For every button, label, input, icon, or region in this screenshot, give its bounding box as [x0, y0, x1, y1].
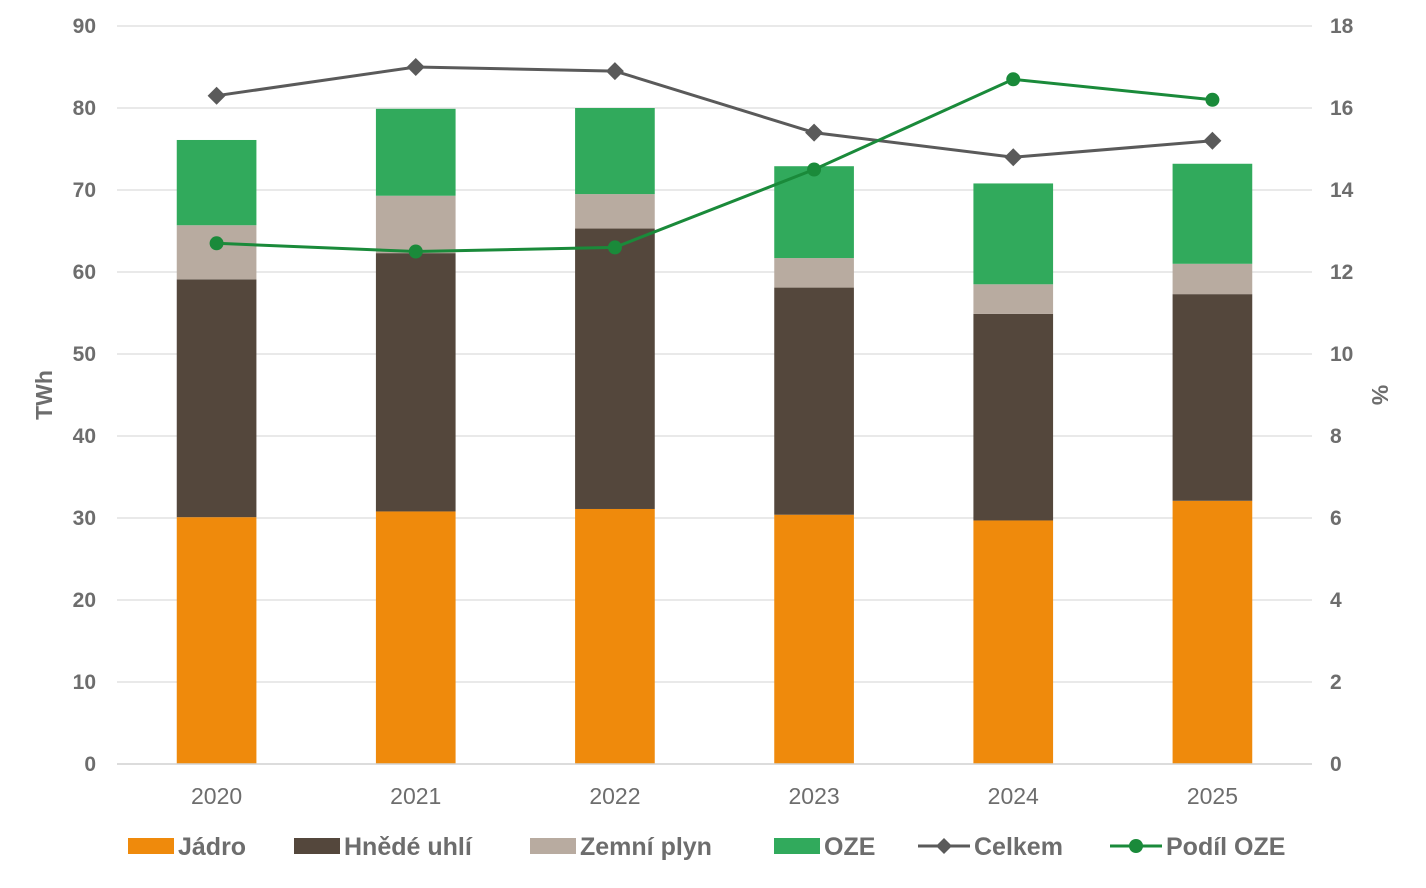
y2-tick-label: 6	[1330, 507, 1342, 530]
legend: Jádro Hnědé uhlí Zemní plyn OZE Celkem Podíl …	[128, 833, 1285, 861]
bar-segment	[1172, 263, 1253, 295]
line-marker	[807, 162, 822, 177]
x-tick-label: 2021	[390, 783, 441, 809]
line-marker	[805, 123, 824, 142]
series-line	[216, 77, 1213, 254]
line-marker	[209, 236, 224, 251]
y-tick-label: 30	[73, 507, 96, 530]
axes: 0 10 20 30 40 50 60 70 80 90 0 2 4 6 8 10 12 14 16 18 2020 20…	[73, 15, 1354, 809]
bar-segment	[176, 279, 257, 518]
legend-swatch	[294, 838, 340, 854]
y2-tick-label: 14	[1330, 179, 1354, 202]
series-line	[216, 65, 1213, 159]
y2-tick-label: 8	[1330, 425, 1342, 448]
legend-label: Zemní plyn	[580, 833, 712, 861]
x-tick-label: 2023	[788, 783, 839, 809]
bar-segment	[774, 258, 854, 288]
y-tick-label: 20	[73, 589, 96, 612]
lines	[207, 58, 1222, 259]
bar-segment	[375, 511, 456, 764]
y-tick-label: 50	[73, 343, 96, 366]
bar-segment	[774, 166, 854, 259]
y-tick-label: 10	[73, 671, 96, 694]
bar-segment	[575, 108, 655, 195]
gridlines	[117, 25, 1312, 765]
line-marker	[1205, 92, 1220, 107]
y-tick-label: 70	[73, 179, 96, 202]
y2-tick-label: 2	[1330, 671, 1342, 694]
y2-tick-label: 4	[1330, 589, 1342, 612]
bar-segment	[375, 195, 456, 254]
legend-label: Podíl OZE	[1166, 833, 1285, 861]
line-marker	[605, 62, 624, 81]
y2-tick-label: 18	[1330, 15, 1354, 38]
bar-segment	[1172, 294, 1253, 501]
y2-tick-label: 10	[1330, 343, 1353, 366]
bar-segment	[973, 284, 1054, 314]
line-marker	[207, 86, 226, 105]
bar-segment	[973, 313, 1054, 521]
legend-swatch	[530, 838, 576, 854]
legend-marker	[1129, 839, 1143, 853]
y-axis-title: TWh	[31, 370, 57, 420]
y-tick-label: 80	[73, 97, 96, 120]
bar-segment	[575, 508, 655, 764]
y-tick-label: 90	[73, 15, 96, 38]
bar-segment	[375, 253, 456, 512]
bar-segment	[575, 228, 655, 509]
x-tick-label: 2022	[589, 783, 640, 809]
legend-swatch	[128, 838, 174, 854]
bar-segment	[1172, 500, 1253, 764]
bar-segment	[176, 517, 257, 764]
bar-segment	[575, 194, 655, 229]
y2-tick-label: 12	[1330, 261, 1353, 284]
line-marker	[1006, 72, 1021, 87]
line-marker	[408, 244, 423, 259]
line-marker	[406, 58, 425, 76]
x-tick-label: 2020	[191, 783, 242, 809]
y-tick-label: 0	[84, 753, 96, 776]
y2-tick-label: 0	[1330, 753, 1342, 776]
legend-marker	[936, 838, 952, 854]
x-tick-label: 2025	[1187, 783, 1238, 809]
y2-tick-label: 16	[1330, 97, 1353, 120]
bar-segment	[1172, 163, 1253, 264]
bars	[176, 108, 1253, 764]
bar-segment	[973, 520, 1054, 764]
legend-label: OZE	[824, 833, 875, 861]
bar-segment	[973, 183, 1054, 285]
line-marker	[607, 240, 622, 255]
bar-segment	[375, 108, 456, 196]
legend-label: Hnědé uhlí	[344, 833, 473, 861]
legend-label: Celkem	[974, 833, 1063, 861]
bar-segment	[774, 287, 854, 515]
bar-segment	[774, 514, 854, 764]
line-marker	[1004, 148, 1023, 167]
line-marker	[1203, 131, 1222, 150]
x-tick-label: 2024	[988, 783, 1039, 809]
bar-segment	[176, 225, 257, 280]
legend-swatch	[774, 838, 820, 854]
bar-segment	[176, 139, 257, 226]
y-tick-label: 60	[73, 261, 96, 284]
legend-label: Jádro	[178, 833, 246, 861]
y2-axis-title: %	[1367, 385, 1393, 405]
y-tick-label: 40	[73, 425, 96, 448]
